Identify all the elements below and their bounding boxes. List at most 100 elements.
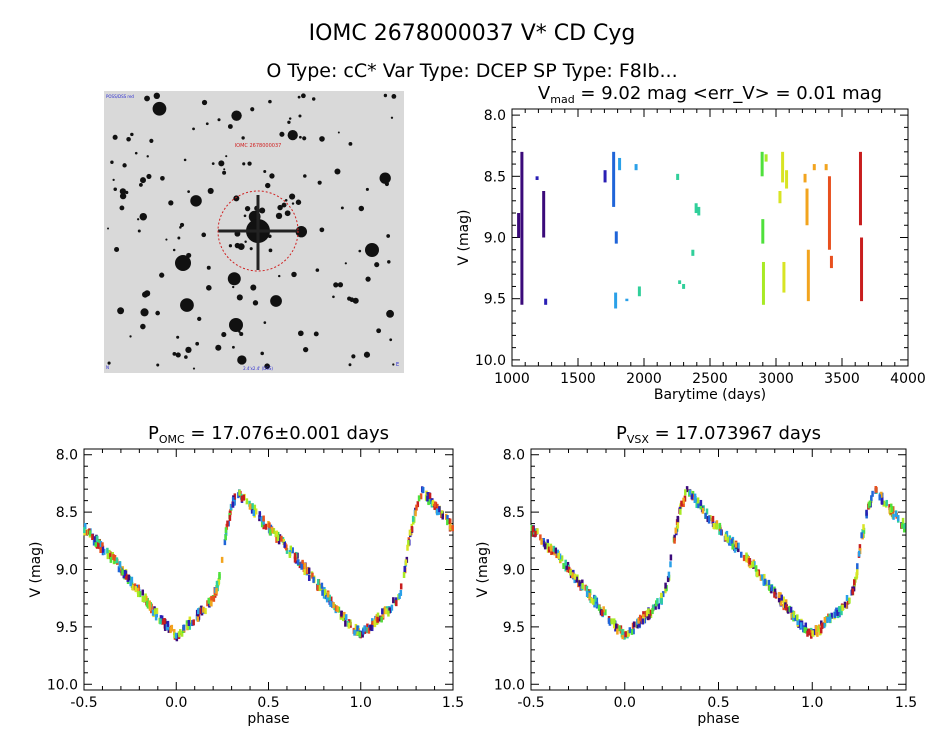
- data-point: [113, 554, 117, 561]
- data-point: [262, 515, 265, 522]
- data-point: [705, 508, 709, 515]
- data-point: [600, 610, 604, 617]
- x-tick-label: 1000: [494, 371, 530, 387]
- field-star: [244, 205, 251, 212]
- field-star: [284, 198, 288, 202]
- data-point: [540, 538, 543, 545]
- plot-frame: [511, 108, 909, 367]
- field-star: [221, 332, 227, 338]
- data-point: [763, 578, 767, 585]
- field-star: [268, 248, 273, 253]
- data-point: [848, 597, 851, 604]
- field-star: [225, 155, 228, 158]
- data-point: [853, 579, 856, 586]
- field-star: [205, 122, 209, 126]
- data-point: [408, 529, 412, 536]
- data-point: [270, 527, 274, 534]
- data-point: [882, 500, 885, 507]
- y-tick-label: 9.0: [484, 231, 506, 247]
- data-point: [594, 595, 597, 602]
- field-star: [110, 160, 114, 164]
- y-tick-label: 8.0: [484, 108, 506, 124]
- data-point: [253, 504, 257, 511]
- data-point: [161, 618, 164, 625]
- field-star: [144, 95, 150, 102]
- data-point: [546, 539, 549, 546]
- data-point: [83, 527, 86, 534]
- data-point: [737, 546, 740, 553]
- data-point: [242, 494, 245, 501]
- x-tick-label: 1.5: [895, 695, 917, 711]
- data-point: [225, 523, 229, 530]
- data-point: [902, 522, 906, 529]
- data-point: [845, 595, 849, 602]
- data-point: [838, 611, 841, 618]
- data-point: [621, 628, 624, 635]
- field-star: [207, 187, 214, 194]
- data-point: [645, 610, 649, 617]
- data-point: [224, 527, 228, 534]
- data-point: [585, 585, 589, 592]
- data-point: [98, 539, 101, 546]
- field-star: [358, 205, 365, 212]
- field-star: [288, 117, 292, 120]
- data-point: [296, 559, 300, 566]
- x-tick-label: 1.5: [442, 695, 464, 711]
- data-point: [283, 541, 286, 548]
- field-star: [291, 271, 297, 278]
- field-star: [268, 99, 272, 104]
- data-point: [760, 574, 764, 581]
- chart-title: PVSX = 17.073967 days: [616, 423, 821, 446]
- data-point: [138, 591, 142, 598]
- data-point: [799, 622, 803, 629]
- data-point: [387, 610, 390, 617]
- data-point: [892, 513, 895, 520]
- field-star: [376, 328, 382, 334]
- data-point: [784, 599, 788, 606]
- finder-image: POSS/DSS red IOMC 2678000037 N 2.4'x2.4'…: [104, 91, 404, 373]
- field-star: [386, 309, 394, 318]
- data-point: [406, 544, 409, 551]
- field-star: [387, 260, 391, 264]
- x-tick-label: 1500: [560, 371, 596, 387]
- data-point: [172, 629, 176, 636]
- data-point: [796, 619, 799, 626]
- data-point: [770, 585, 774, 592]
- data-point: [794, 615, 797, 622]
- field-star: [319, 136, 325, 142]
- data-point: [786, 607, 790, 614]
- field-star: [348, 141, 353, 146]
- data-point: [130, 576, 134, 583]
- data-point: [740, 551, 743, 558]
- data-point: [402, 571, 406, 578]
- data-point: [196, 615, 200, 622]
- data-point: [803, 627, 806, 634]
- data-point: [182, 624, 186, 631]
- data-point: [374, 616, 378, 623]
- data-point: [676, 515, 680, 522]
- data-point: [436, 503, 439, 510]
- data-point: [875, 486, 878, 493]
- field-star: [250, 284, 257, 291]
- field-star: [112, 178, 115, 182]
- data-point: [813, 629, 817, 636]
- field-star: [119, 192, 127, 200]
- finder-label-bottom-left: N: [106, 365, 109, 370]
- field-star: [263, 169, 267, 173]
- field-star: [333, 282, 339, 288]
- data-point: [638, 614, 642, 621]
- data-point: [858, 544, 862, 551]
- data-point: [260, 521, 264, 528]
- data-point: [852, 585, 856, 592]
- data-point: [900, 522, 904, 529]
- field-star: [237, 355, 247, 365]
- field-star: [172, 352, 177, 356]
- field-star: [149, 138, 154, 143]
- data-point: [584, 584, 587, 591]
- data-point: [817, 624, 821, 631]
- field-star: [107, 227, 110, 230]
- field-star: [187, 190, 190, 193]
- x-tick-label: 1.0: [350, 695, 372, 711]
- data-point: [325, 596, 329, 603]
